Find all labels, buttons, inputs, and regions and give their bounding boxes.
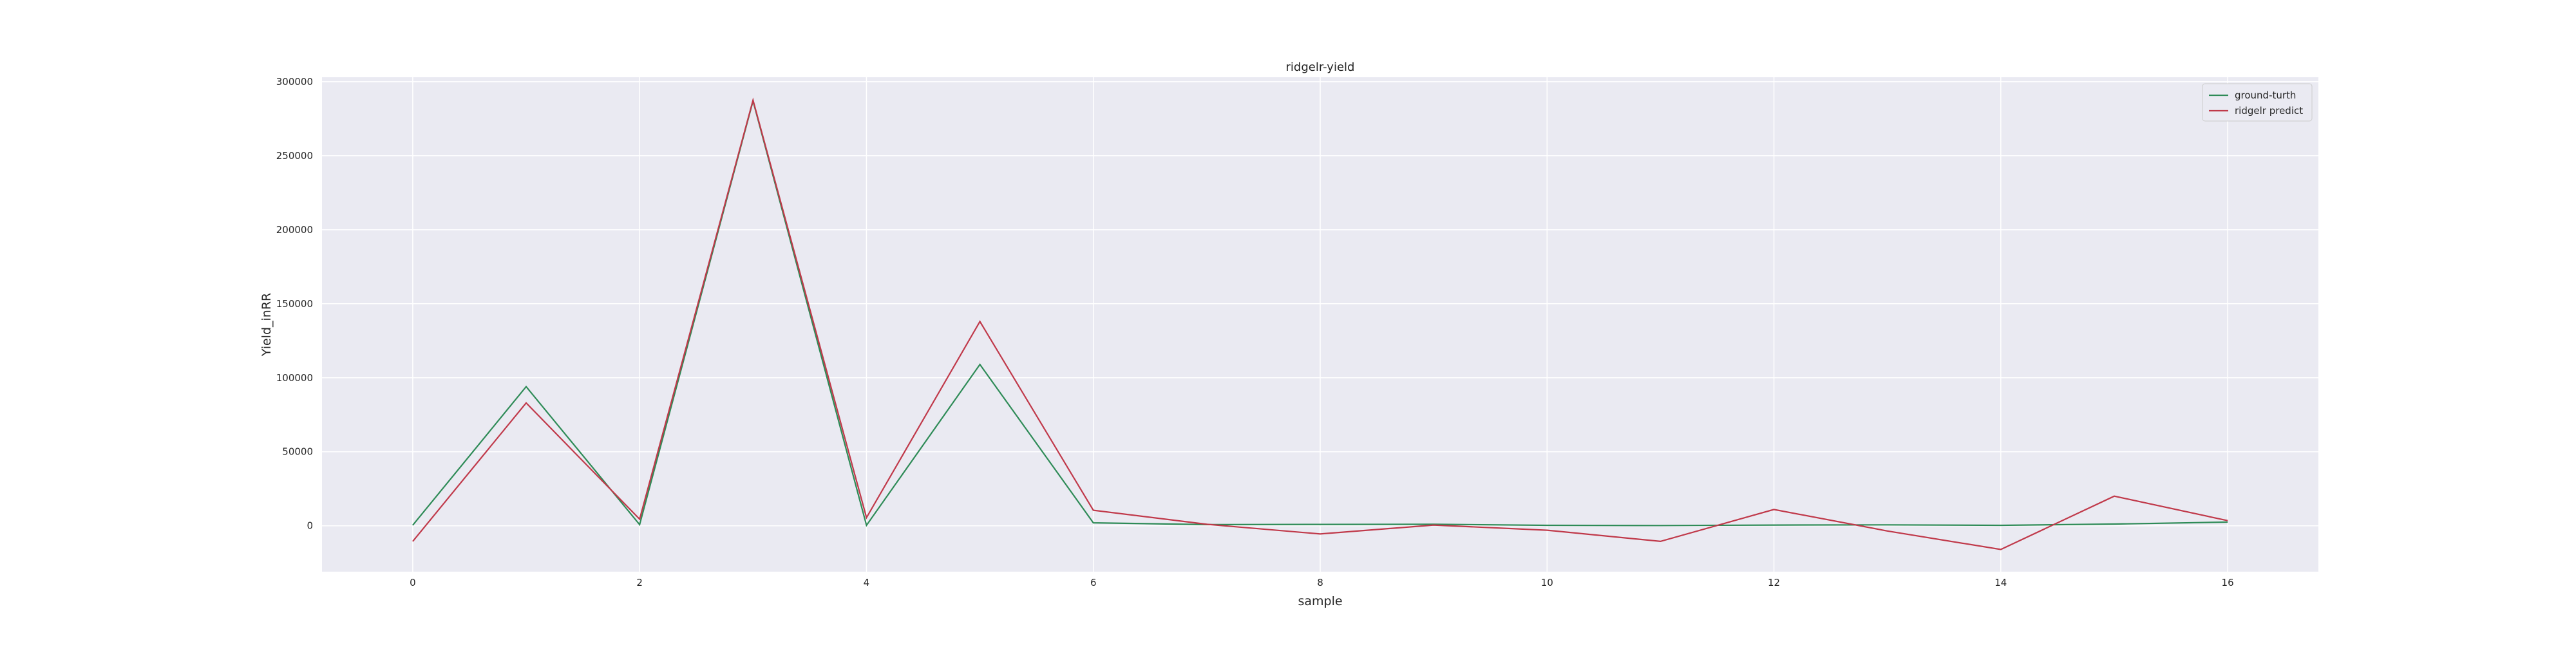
y-tick-label: 200000	[276, 224, 313, 236]
legend-box	[2202, 83, 2313, 122]
chart-title: ridgelr-yield	[1286, 61, 1355, 74]
x-tick-label: 8	[1317, 577, 1323, 588]
series-line-ridgelr-predict	[412, 97, 2228, 550]
legend-label: ground-turth	[2235, 89, 2296, 101]
x-tick-label: 4	[864, 577, 870, 588]
y-tick-label: 300000	[276, 76, 313, 88]
legend-label: ridgelr predict	[2235, 105, 2303, 117]
x-axis-title: sample	[1298, 594, 1342, 608]
y-tick-label: 50000	[282, 446, 313, 458]
y-tick-label: 0	[307, 520, 313, 532]
tick-labels: 0 2 4 6 8 10 12 14 16 0 50000 100000 150000 200000 250…	[276, 76, 2234, 588]
x-tick-label: 14	[1994, 577, 2007, 588]
series-lines	[412, 97, 2228, 550]
y-tick-label: 150000	[276, 298, 313, 310]
x-tick-label: 2	[636, 577, 643, 588]
legend: ground-turth ridgelr predict	[2202, 83, 2313, 122]
y-tick-label: 250000	[276, 150, 313, 162]
x-tick-label: 10	[1541, 577, 1553, 588]
x-tick-label: 0	[410, 577, 416, 588]
x-tick-label: 12	[1768, 577, 1780, 588]
x-tick-label: 6	[1090, 577, 1097, 588]
y-tick-label: 100000	[276, 372, 313, 384]
x-tick-label: 16	[2222, 577, 2234, 588]
y-axis-title: Yield_inRR	[260, 293, 274, 357]
